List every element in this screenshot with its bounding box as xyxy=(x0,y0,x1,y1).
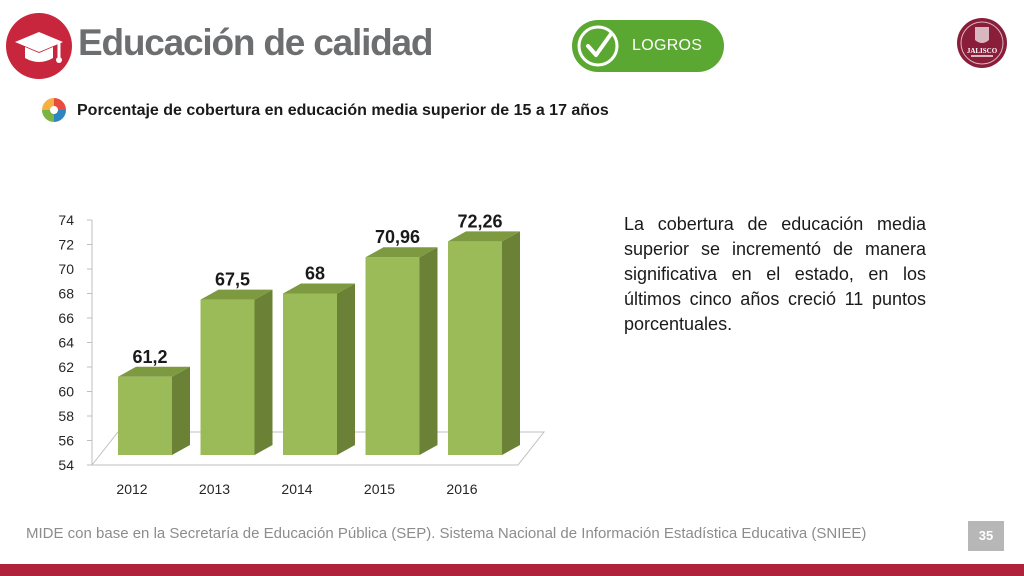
y-tick-label: 60 xyxy=(58,384,74,400)
y-tick-label: 62 xyxy=(58,359,74,375)
pie-chart-icon xyxy=(42,98,66,122)
jalisco-logo: JALISCO xyxy=(957,18,1007,68)
source-note: MIDE con base en la Secretaría de Educac… xyxy=(26,525,867,542)
y-tick-label: 58 xyxy=(58,408,74,424)
data-label: 68 xyxy=(305,264,325,284)
data-label: 67,5 xyxy=(215,270,250,290)
x-tick-label: 2012 xyxy=(116,481,147,497)
y-tick-label: 74 xyxy=(58,212,74,228)
x-tick-label: 2014 xyxy=(281,481,312,497)
data-label: 70,96 xyxy=(375,227,420,247)
page-number: 35 xyxy=(968,521,1004,551)
x-tick-label: 2013 xyxy=(199,481,230,497)
bar xyxy=(365,257,420,455)
graduation-cap-icon xyxy=(15,32,63,63)
bar-top xyxy=(200,289,273,300)
x-tick-label: 2016 xyxy=(446,481,477,497)
jalisco-logo-text: JALISCO xyxy=(966,47,998,55)
bar-side xyxy=(172,366,190,455)
bar xyxy=(283,293,337,455)
bar xyxy=(200,299,255,455)
bar-side xyxy=(337,283,355,455)
bar-side xyxy=(419,247,438,455)
y-tick-label: 66 xyxy=(58,310,74,326)
bar-top xyxy=(365,247,438,258)
y-tick-label: 64 xyxy=(58,335,74,351)
bar xyxy=(448,241,502,455)
y-tick-label: 72 xyxy=(58,237,74,253)
y-tick-label: 70 xyxy=(58,261,74,277)
logros-label: LOGROS xyxy=(632,37,703,54)
description-text: La cobertura de educación media superior… xyxy=(624,214,926,334)
y-tick-label: 54 xyxy=(58,457,74,473)
bar-side xyxy=(502,231,520,455)
y-tick-label: 56 xyxy=(58,433,74,449)
indicator-title: Porcentaje de cobertura en educación med… xyxy=(77,102,609,119)
bar-top xyxy=(118,366,190,377)
bar-top xyxy=(283,283,355,294)
bottom-bar xyxy=(0,564,1024,576)
checkmark-icon xyxy=(577,25,619,67)
logros-badge: LOGROS xyxy=(572,20,724,72)
bar-side xyxy=(254,289,273,455)
y-tick-label: 68 xyxy=(58,286,74,302)
data-label: 72,26 xyxy=(457,211,502,231)
bar-top xyxy=(448,231,520,242)
graduation-cap-badge xyxy=(6,13,72,79)
bar xyxy=(118,376,172,455)
page-title: Educación de calidad xyxy=(78,22,434,63)
data-label: 61,2 xyxy=(132,347,167,367)
coat-of-arms-icon xyxy=(960,21,1004,65)
x-tick-label: 2015 xyxy=(364,481,395,497)
